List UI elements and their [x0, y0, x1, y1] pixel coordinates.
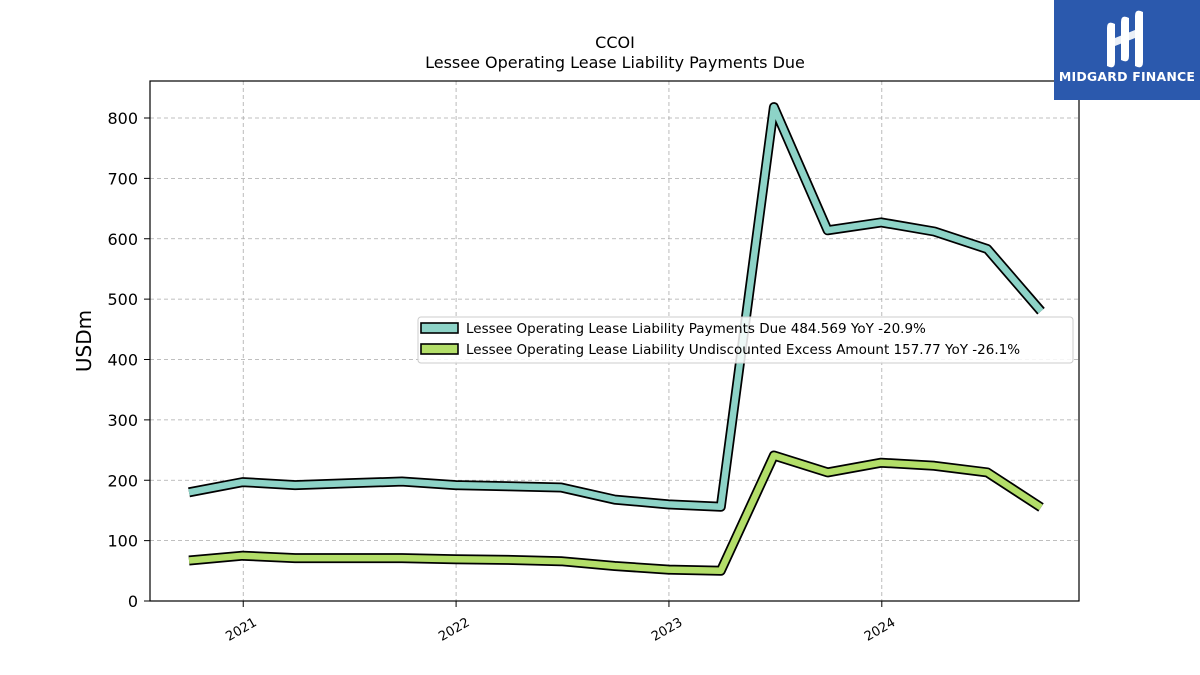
- series-0: [188, 102, 1045, 512]
- midgard-finance-logo: MIDGARD FINANCE: [1054, 0, 1200, 100]
- y-tick-label: 400: [107, 351, 138, 370]
- logo-mark-icon: [1107, 10, 1143, 68]
- plot-frame: [149, 80, 1080, 602]
- x-axis: 2021 2022 2023 2024: [223, 601, 898, 645]
- legend-swatch-undiscounted-excess: [420, 343, 459, 355]
- y-tick-label: 600: [107, 230, 138, 249]
- y-tick-label: 200: [107, 471, 138, 490]
- chart-subtitle: Lessee Operating Lease Liability Payment…: [425, 53, 805, 72]
- legend-swatch-payments-due: [420, 322, 459, 334]
- y-tick-label: 0: [128, 592, 138, 611]
- series-1: [188, 450, 1044, 576]
- x-tick-label: 2022: [436, 615, 472, 645]
- series-line-outline: [188, 450, 1044, 576]
- y-tick-label: 100: [107, 532, 138, 551]
- legend-box: [417, 316, 1074, 364]
- legend: Lessee Operating Lease Liability Payment…: [417, 316, 1074, 364]
- legend-label-payments-due: Lessee Operating Lease Liability Payment…: [466, 321, 926, 337]
- y-axis-label: USDm: [72, 310, 96, 372]
- series-line: [188, 103, 1044, 511]
- y-tick-label: 800: [107, 109, 138, 128]
- x-tick-label: 2023: [649, 615, 685, 645]
- legend-label-undiscounted-excess: Lessee Operating Lease Liability Undisco…: [466, 342, 1020, 358]
- x-tick-label: 2021: [223, 615, 259, 645]
- y-axis: 0 100 200 300 400 500 600 700 800: [107, 109, 150, 611]
- y-tick-label: 500: [107, 290, 138, 309]
- logo-text: MIDGARD FINANCE: [1058, 69, 1196, 84]
- chart-title: CCOI: [595, 33, 635, 52]
- legend-item-payments-due: Lessee Operating Lease Liability Payment…: [420, 321, 926, 337]
- legend-item-undiscounted-excess: Lessee Operating Lease Liability Undisco…: [420, 342, 1020, 358]
- series-layer: [188, 102, 1045, 576]
- y-tick-label: 300: [107, 411, 138, 430]
- series-line-outline: [188, 102, 1045, 512]
- y-tick-label: 700: [107, 169, 138, 188]
- x-tick-label: 2024: [862, 615, 898, 645]
